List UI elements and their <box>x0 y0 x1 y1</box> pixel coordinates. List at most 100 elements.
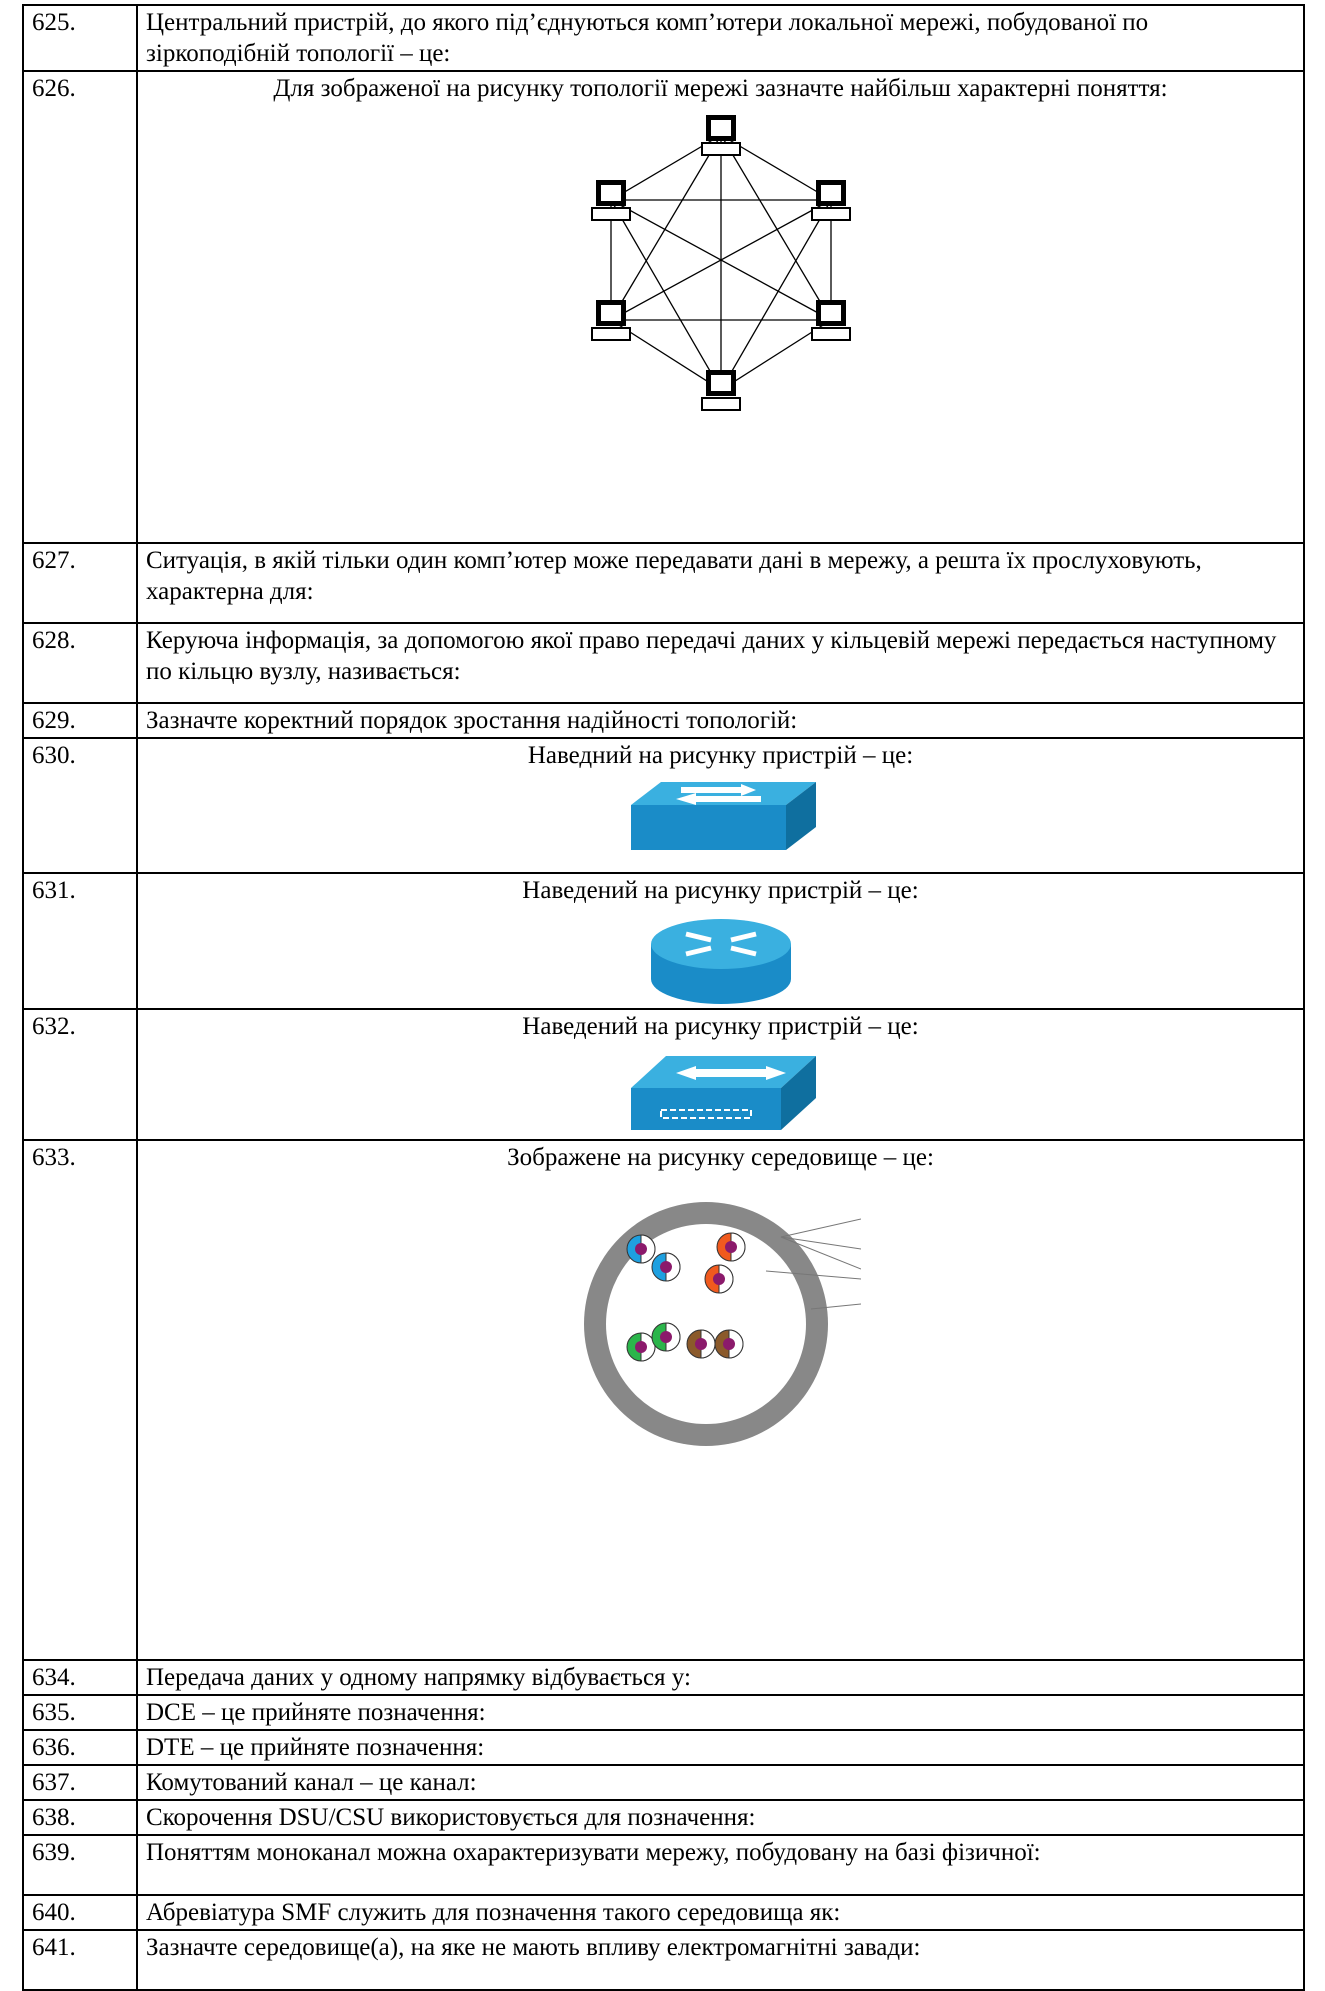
icon-part <box>722 1338 735 1350</box>
table-row: 629. Зазначте коректний порядок зростання… <box>22 702 1305 739</box>
question-text: Наведений на рисунку пристрій – це: <box>136 872 1305 1010</box>
question-label: Передача даних у одному напрямку відбува… <box>146 1664 691 1691</box>
question-number: 636. <box>22 1729 138 1766</box>
question-text: Передача даних у одному напрямку відбува… <box>136 1659 1305 1696</box>
question-number: 641. <box>22 1929 138 1991</box>
table-row: 640. Абревіатура SMF служить для позначен… <box>22 1894 1305 1931</box>
table-row: 633. Зображене на рисунку середовище – це… <box>22 1139 1305 1661</box>
question-number: 640. <box>22 1894 138 1931</box>
table-row: 636. DTE – це прийняте позначення: <box>22 1729 1305 1766</box>
table-row: 632. Наведений на рисунку пристрій – це: <box>22 1008 1305 1141</box>
question-text: Абревіатура SMF служить для позначення т… <box>136 1894 1305 1931</box>
question-table: 625. Центральний пристрій, до якого під’є… <box>22 4 1305 1991</box>
question-text: Поняттям моноканал можна охарактеризуват… <box>136 1834 1305 1896</box>
icon-part <box>665 1252 680 1282</box>
icon-part <box>600 305 621 321</box>
question-number: 629. <box>22 702 138 739</box>
icon-part <box>700 397 741 411</box>
icon-part <box>634 1243 647 1255</box>
question-label: DCE – це прийняте позначення: <box>146 1699 486 1726</box>
router-icon <box>650 919 791 1004</box>
question-number: 626. <box>22 70 138 544</box>
switch-icon <box>630 782 816 850</box>
question-text: Для зображеної на рисунку топології мере… <box>136 70 1305 544</box>
icon-part <box>810 327 851 341</box>
icon-part <box>659 1331 672 1343</box>
question-number: 632. <box>22 1008 138 1141</box>
question-text: Зображене на рисунку середовище – це: <box>136 1139 1305 1661</box>
question-text: Центральний пристрій, до якого під’єдную… <box>136 4 1305 72</box>
question-text: DTE – це прийняте позначення: <box>136 1729 1305 1766</box>
icon-part <box>710 375 731 391</box>
question-number: 638. <box>22 1799 138 1836</box>
icon-part <box>640 1234 655 1264</box>
question-label: Скорочення DSU/CSU використовується для … <box>146 1804 756 1831</box>
icon-part <box>700 142 741 156</box>
table-row: 627. Ситуація, в якій тільки один комп’ют… <box>22 542 1305 624</box>
icon-part <box>710 120 731 136</box>
question-text: Зазначте коректний порядок зростання над… <box>136 702 1305 739</box>
icon-part <box>640 1332 655 1362</box>
table-row: 634. Передача даних у одному напрямку від… <box>22 1659 1305 1696</box>
table-row: 625. Центральний пристрій, до якого під’є… <box>22 4 1305 72</box>
question-text: Скорочення DSU/CSU використовується для … <box>136 1799 1305 1836</box>
table-row: 635. DCE – це прийняте позначення: <box>22 1694 1305 1731</box>
question-text: Ситуація, в якій тільки один комп’ютер м… <box>136 542 1305 624</box>
question-label: Центральний пристрій, до якого під’єдную… <box>146 9 1149 67</box>
question-label: Для зображеної на рисунку топології мере… <box>273 75 1168 102</box>
question-text: Зазначте середовище(а), на яке не мають … <box>136 1929 1305 1991</box>
table-row: 638. Скорочення DSU/CSU використовується … <box>22 1799 1305 1836</box>
icon-part <box>712 1273 725 1285</box>
icon-part <box>590 327 631 341</box>
question-number: 633. <box>22 1139 138 1661</box>
hub-icon <box>630 1056 816 1130</box>
icon-part <box>728 1329 743 1359</box>
icon-part <box>634 1341 647 1353</box>
question-label: Наведений на рисунку пристрій – це: <box>522 877 919 904</box>
question-number: 628. <box>22 622 138 704</box>
question-label: Керуюча інформація, за допомогою якої пр… <box>146 627 1277 685</box>
question-text: Керуюча інформація, за допомогою якої пр… <box>136 622 1305 704</box>
question-label: Комутований канал – це канал: <box>146 1769 477 1796</box>
table-row: 626. Для зображеної на рисунку топології … <box>22 70 1305 544</box>
icon-part <box>590 207 631 221</box>
question-label: Зазначте середовище(а), на яке не мають … <box>146 1934 921 1961</box>
question-text: Наведений на рисунку пристрій – це: <box>136 1008 1305 1141</box>
icon-part <box>820 305 841 321</box>
question-label: Абревіатура SMF служить для позначення т… <box>146 1899 841 1926</box>
question-label: DTE – це прийняте позначення: <box>146 1734 485 1761</box>
icon-part <box>659 1261 672 1273</box>
question-label: Ситуація, в якій тільки один комп’ютер м… <box>146 547 1202 605</box>
question-label: Наведений на рисунку пристрій – це: <box>522 1013 919 1040</box>
page: 625. Центральний пристрій, до якого під’є… <box>22 4 1305 1991</box>
question-text: Наведний на рисунку пристрій – це: <box>136 737 1305 874</box>
question-number: 637. <box>22 1764 138 1801</box>
question-text: DCE – це прийняте позначення: <box>136 1694 1305 1731</box>
table-row: 637. Комутований канал – це канал: <box>22 1764 1305 1801</box>
question-number: 630. <box>22 737 138 874</box>
question-number: 635. <box>22 1694 138 1731</box>
question-number: 639. <box>22 1834 138 1896</box>
question-number: 634. <box>22 1659 138 1696</box>
question-text: Комутований канал – це канал: <box>136 1764 1305 1801</box>
icon-part <box>810 207 851 221</box>
question-label: Зображене на рисунку середовище – це: <box>507 1144 934 1171</box>
cable-cross-section <box>583 1202 861 1446</box>
icon-part <box>600 185 621 201</box>
icon-part <box>694 1338 707 1350</box>
table-row: 630. Наведний на рисунку пристрій – це: <box>22 737 1305 874</box>
mesh-topology <box>590 115 851 411</box>
table-row: 628. Керуюча інформація, за допомогою яко… <box>22 622 1305 704</box>
icon-part <box>718 1264 733 1294</box>
question-label: Поняттям моноканал можна охарактеризуват… <box>146 1839 1041 1866</box>
icon-part <box>820 185 841 201</box>
question-label: Наведний на рисунку пристрій – це: <box>527 742 914 769</box>
table-row: 641. Зазначте середовище(а), на яке не ма… <box>22 1929 1305 1991</box>
table-row: 631. Наведений на рисунку пристрій – це: <box>22 872 1305 1010</box>
question-label: Зазначте коректний порядок зростання над… <box>146 707 798 734</box>
question-number: 627. <box>22 542 138 624</box>
icon-part <box>730 1232 745 1262</box>
question-number: 625. <box>22 4 138 72</box>
icon-part <box>665 1322 680 1352</box>
table-row: 639. Поняттям моноканал можна охарактериз… <box>22 1834 1305 1896</box>
